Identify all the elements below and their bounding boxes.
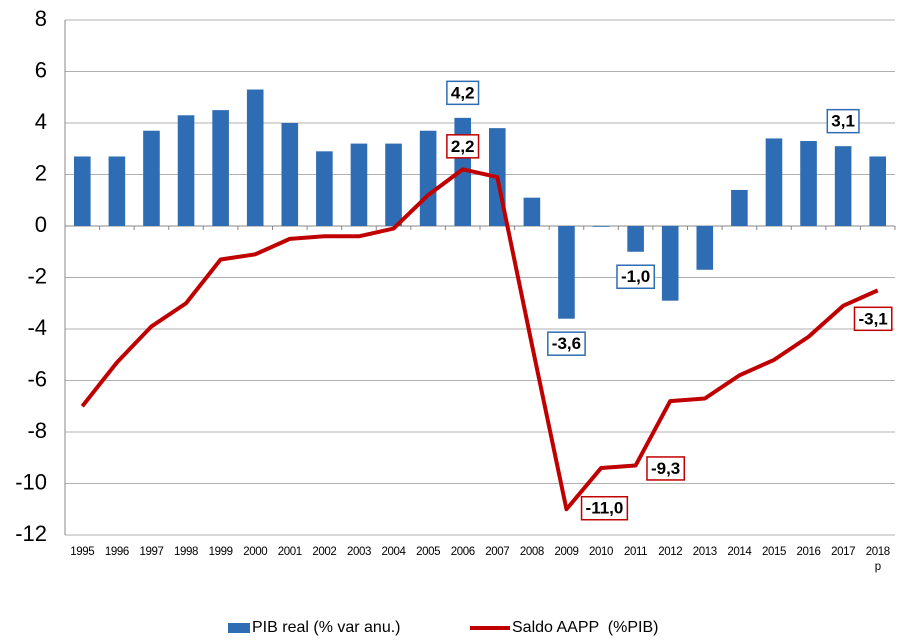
y-tick-label: 8 (35, 6, 47, 31)
bar (73, 156, 91, 226)
value-label: -9,3 (651, 459, 680, 478)
value-label: 2,2 (451, 137, 475, 156)
x-tick-label: 2002 (312, 546, 337, 558)
label-box (446, 80, 480, 106)
y-tick-label: -12 (15, 521, 47, 546)
value-label: 3,1 (831, 112, 855, 131)
data-label: 4,2 (446, 80, 480, 106)
legend-label: Saldo AAPP (%PIB) (512, 619, 658, 636)
bar (765, 138, 783, 226)
x-tick-label: 2012 (658, 546, 683, 558)
x-tick-label: 2017 (831, 546, 856, 558)
x-tick-label: 2006 (450, 546, 475, 558)
x-tick-label: 1998 (174, 546, 199, 558)
y-tick-label: 4 (35, 109, 47, 134)
bar (869, 156, 887, 226)
x-tick-label: 2013 (692, 546, 717, 558)
x-tick-label: 2014 (727, 546, 752, 558)
data-label: -9,3 (646, 456, 686, 481)
label-box (826, 108, 860, 134)
x-tick-label: 2009 (554, 546, 579, 558)
data-label: -3,1 (853, 306, 893, 332)
bar (731, 189, 748, 226)
x-tick-label: 2011 (624, 546, 648, 558)
label-box (853, 306, 893, 332)
y-tick-label: -2 (27, 263, 47, 288)
bar (281, 123, 299, 226)
x-tick-label: 2008 (519, 546, 544, 558)
label-box (580, 495, 629, 521)
x-tick-label: 2004 (381, 546, 406, 558)
y-tick-label: -4 (27, 315, 47, 340)
value-label: -3,1 (858, 309, 887, 328)
x-tick-label: 1999 (208, 546, 233, 558)
bar (419, 130, 437, 226)
x-tick-label: 1996 (104, 546, 129, 558)
data-label: 2,2 (446, 134, 480, 159)
x-tick-label: 1995 (70, 546, 95, 558)
value-label: -1,0 (621, 267, 650, 286)
x-tick-label: 2001 (277, 546, 302, 558)
x-tick-label: 2007 (485, 546, 510, 558)
y-tick-label: 6 (35, 57, 47, 82)
y-tick-label: 0 (35, 212, 47, 237)
value-label: 4,2 (451, 83, 475, 102)
bar (350, 143, 368, 226)
bar (800, 141, 817, 226)
bar (108, 156, 126, 226)
value-label: -3,6 (552, 334, 581, 353)
bar (523, 197, 541, 226)
x-tick-label: 2016 (796, 546, 821, 558)
bar (177, 115, 195, 226)
x-tick-label: 2018 p (865, 546, 890, 573)
data-label: -1,0 (616, 264, 656, 289)
x-tick-label: 2003 (346, 546, 371, 558)
legend-swatch (228, 623, 250, 633)
label-box (646, 456, 686, 481)
label-box (616, 264, 656, 289)
label-box (446, 134, 480, 159)
y-tick-label: 2 (35, 160, 47, 185)
bar (246, 89, 264, 227)
label-box (547, 331, 586, 356)
x-tick-label: 2000 (243, 546, 268, 558)
data-label: -11,0 (580, 495, 629, 521)
bar (661, 226, 679, 301)
data-label: 3,1 (826, 108, 860, 134)
bar (385, 143, 402, 226)
data-label: -3,6 (547, 331, 586, 356)
y-tick-label: -6 (27, 366, 47, 391)
x-tick-label: 2015 (761, 546, 786, 558)
value-label: -11,0 (586, 499, 624, 518)
bar (834, 146, 852, 226)
bar (558, 226, 575, 319)
x-tick-label: 2010 (589, 546, 614, 558)
line (80, 167, 879, 512)
bar (316, 151, 333, 226)
bar (212, 110, 229, 226)
bar (592, 226, 610, 227)
bar (696, 226, 714, 270)
bar (143, 130, 160, 226)
x-tick-label: 1997 (139, 546, 164, 558)
x-tick-label: 2005 (416, 546, 441, 558)
bar (627, 226, 644, 252)
legend-label: PIB real (% var anu.) (252, 619, 401, 636)
y-tick-label: -8 (27, 418, 47, 443)
y-tick-label: -10 (15, 469, 47, 494)
